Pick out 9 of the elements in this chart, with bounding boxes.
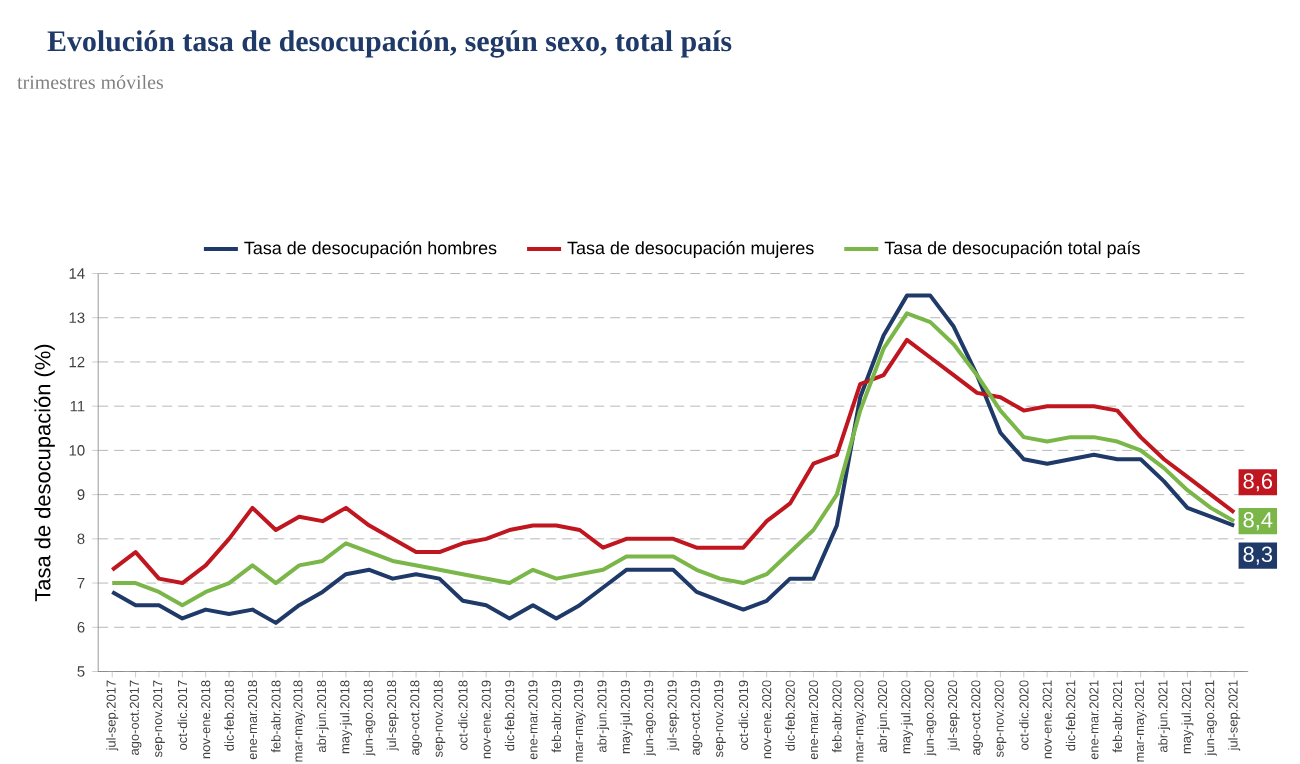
data-label: 8,4 (1243, 511, 1273, 530)
legend-label: Tasa de desocupación mujeres (567, 240, 814, 258)
y-axis-title: Tasa de desocupación (%) (34, 344, 55, 601)
data-label: 8,6 (1243, 473, 1273, 492)
chart-title: Evolución tasa de desocupación, según sexo, total país (47, 30, 732, 58)
data-label: 8,3 (1243, 546, 1273, 565)
legend-label: Tasa de desocupación hombres (244, 240, 497, 258)
legend-label: Tasa de desocupación total país (884, 240, 1140, 258)
chart-subtitle: trimestres móviles (17, 74, 163, 89)
